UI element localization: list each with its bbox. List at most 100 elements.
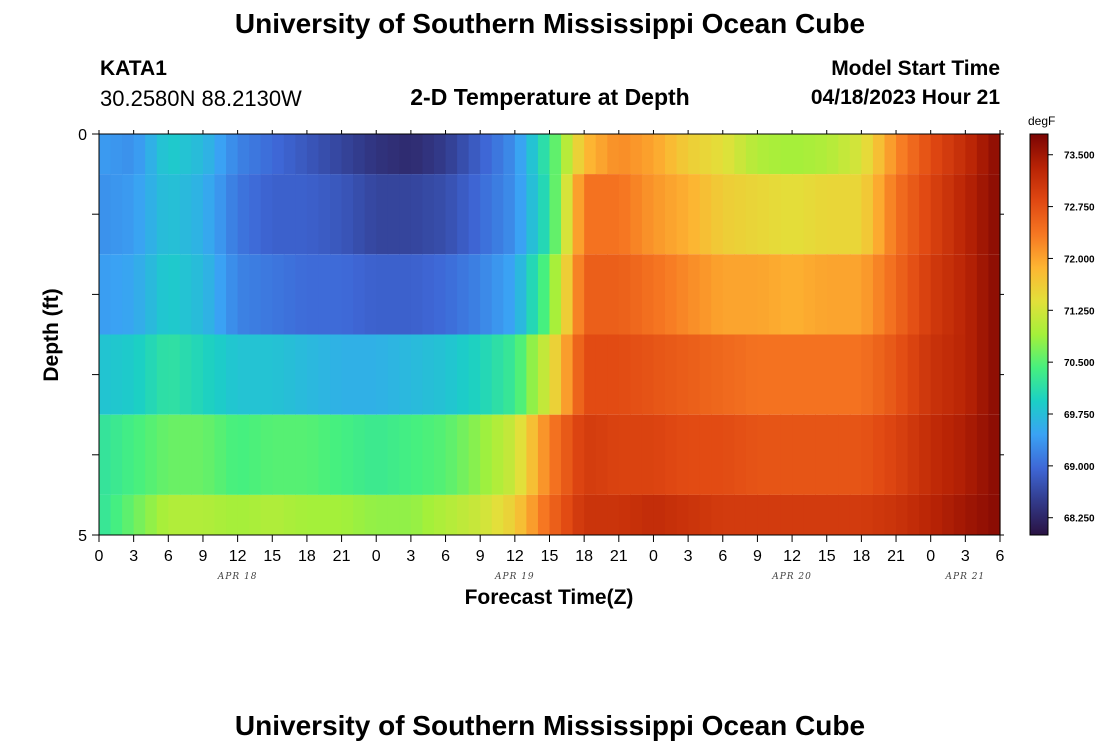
heatmap-cell [699, 174, 712, 255]
heatmap-cell [676, 334, 689, 415]
heatmap-cell [445, 134, 458, 175]
heatmap-cell [468, 334, 481, 415]
heatmap-cell [919, 134, 932, 175]
heatmap-cell [988, 494, 1001, 535]
x-tick-label: 18 [575, 548, 593, 565]
heatmap-cell [468, 134, 481, 175]
x-tick-label: 15 [263, 548, 281, 565]
heatmap-cell [699, 494, 712, 535]
heatmap-cell [526, 174, 539, 255]
heatmap-cell [861, 494, 874, 535]
heatmap-cell [122, 334, 135, 415]
heatmap-cell [514, 134, 527, 175]
heatmap-cell [907, 414, 920, 495]
heatmap-cell [595, 334, 608, 415]
heatmap-cell [953, 414, 966, 495]
heatmap-cell [353, 494, 366, 535]
heatmap-cell [122, 414, 135, 495]
heatmap-cell [168, 134, 181, 175]
heatmap-cell [491, 174, 504, 255]
x-tick-label: 3 [961, 548, 970, 565]
heatmap-cell [734, 134, 747, 175]
heatmap-cell [283, 414, 296, 495]
heatmap-cell [156, 414, 169, 495]
heatmap-cell [953, 494, 966, 535]
heatmap-cell [457, 414, 470, 495]
heatmap-cell [387, 134, 400, 175]
heatmap-cell [214, 334, 227, 415]
x-tick-label: 9 [199, 548, 208, 565]
heatmap-cell [699, 254, 712, 335]
heatmap-cell [145, 134, 158, 175]
heatmap-cell [942, 414, 955, 495]
heatmap-cell [722, 414, 735, 495]
heatmap-cell [792, 174, 805, 255]
heatmap-cell [133, 334, 146, 415]
x-tick-label: 18 [298, 548, 316, 565]
heatmap-cell [376, 494, 389, 535]
heatmap-cell [260, 414, 273, 495]
heatmap-cell [272, 174, 285, 255]
heatmap-cell [202, 414, 216, 495]
page-title: University of Southern Mississippi Ocean… [234, 8, 866, 39]
heatmap-cell [306, 254, 320, 335]
heatmap-cell [526, 334, 539, 415]
heatmap-cell [457, 134, 470, 175]
heatmap-cell [745, 494, 759, 535]
heatmap-cell [907, 494, 920, 535]
heatmap-cell [526, 414, 539, 495]
heatmap-cell [861, 134, 874, 175]
heatmap-cell [410, 254, 424, 335]
x-tick-label: 6 [718, 548, 727, 565]
heatmap-cell [457, 174, 470, 255]
heatmap-cell [295, 134, 308, 175]
heatmap-cell [630, 414, 643, 495]
heatmap-cell [133, 414, 146, 495]
heatmap-cell [930, 134, 943, 175]
heatmap-cell [295, 174, 308, 255]
heatmap-cell [803, 254, 816, 335]
heatmap-cell [919, 254, 932, 335]
heatmap-cell [156, 134, 169, 175]
heatmap-cell [468, 494, 481, 535]
heatmap-cell [480, 174, 493, 255]
heatmap-cell [919, 334, 932, 415]
heatmap-cell [387, 494, 400, 535]
heatmap-cell [399, 134, 412, 175]
heatmap-cell [260, 134, 273, 175]
heatmap-cell [179, 494, 193, 535]
heatmap-cell [422, 334, 435, 415]
heatmap-cell [665, 134, 678, 175]
heatmap-cell [561, 134, 574, 175]
heatmap-cell [872, 494, 886, 535]
heatmap-cell [364, 174, 377, 255]
y-tick-label: 5 [78, 528, 87, 545]
heatmap-cell [156, 174, 169, 255]
heatmap-cell [907, 134, 920, 175]
heatmap-cell [179, 134, 193, 175]
heatmap-cell [260, 174, 273, 255]
heatmap-cell [665, 254, 678, 335]
heatmap-cell [976, 494, 990, 535]
heatmap-cell [526, 134, 539, 175]
heatmap-cell [711, 174, 724, 255]
x-tick-label: 12 [229, 548, 247, 565]
heatmap-cell [595, 494, 608, 535]
heatmap-cell [907, 174, 920, 255]
heatmap-cell [896, 134, 909, 175]
heatmap-cell [491, 334, 504, 415]
heatmap-cell [722, 134, 735, 175]
heatmap-cell [965, 254, 978, 335]
heatmap-cell [641, 174, 655, 255]
heatmap-cell [676, 134, 689, 175]
x-tick-label: 0 [95, 548, 104, 565]
x-tick-label: 6 [996, 548, 1005, 565]
heatmap-cell [156, 334, 169, 415]
heatmap-cell [433, 134, 447, 175]
heatmap-cell [272, 334, 285, 415]
model-start-value: 04/18/2023 Hour 21 [810, 86, 1000, 109]
heatmap-cell [353, 414, 366, 495]
heatmap-cell [896, 494, 909, 535]
heatmap-cell [849, 134, 862, 175]
heatmap-cell [953, 134, 966, 175]
